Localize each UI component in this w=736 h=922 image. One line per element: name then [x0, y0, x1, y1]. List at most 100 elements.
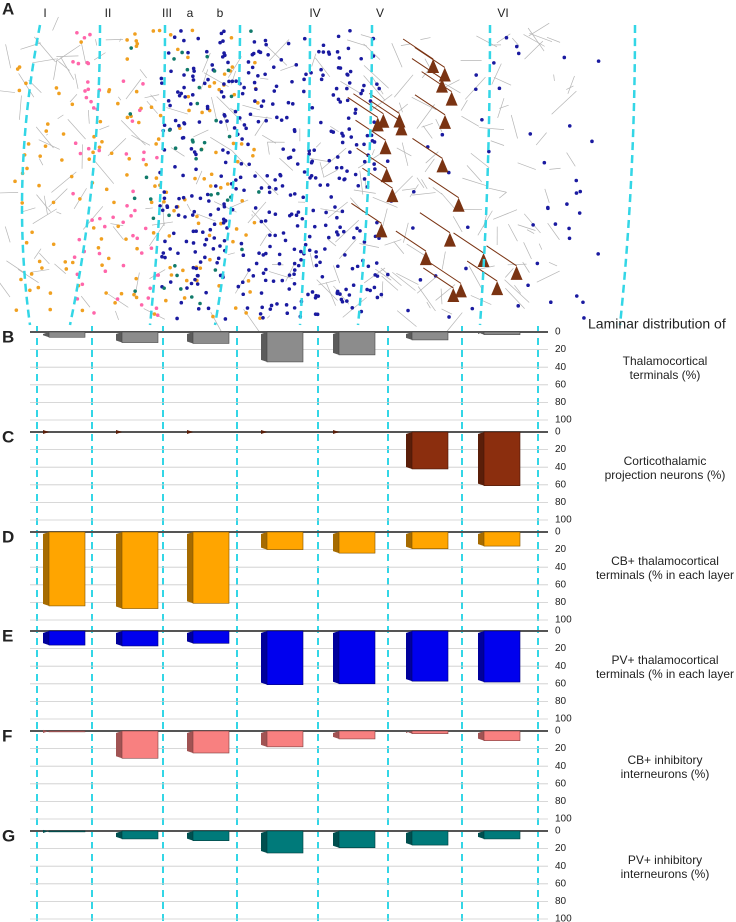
cell-dot	[189, 295, 194, 299]
cell-dot	[24, 240, 29, 245]
cell-dot	[365, 133, 370, 138]
cell-dot	[184, 278, 189, 283]
bar-side	[478, 631, 484, 683]
cell-dot	[447, 315, 451, 319]
fiber	[48, 188, 68, 208]
cell-dot	[192, 69, 196, 73]
cell-dot	[314, 250, 318, 254]
fiber	[309, 252, 314, 268]
fiber	[120, 120, 146, 146]
y-tick-label: 100	[555, 515, 572, 526]
cell-dot	[309, 173, 314, 178]
cell-dot	[344, 287, 348, 292]
cell-dot	[151, 29, 156, 33]
cell-dot	[212, 69, 217, 73]
cell-dot	[124, 237, 128, 241]
y-tick-label: 60	[555, 878, 567, 889]
cell-dot	[149, 200, 154, 205]
y-tick-label: 100	[555, 615, 572, 626]
fiber	[57, 114, 64, 120]
bar	[483, 630, 521, 683]
cell-dot	[164, 298, 168, 303]
fiber	[0, 192, 19, 194]
cell-dot	[304, 72, 308, 77]
bar	[266, 630, 304, 685]
fiber	[353, 189, 376, 194]
cell-dot	[542, 160, 547, 165]
cell-dot	[283, 238, 288, 243]
cell-dot	[30, 230, 34, 235]
fiber	[444, 312, 463, 335]
bar-side	[478, 332, 484, 335]
cell-dot	[254, 87, 258, 91]
cell-dot	[263, 278, 268, 283]
cell-dot	[225, 182, 230, 186]
cell-dot	[287, 287, 292, 291]
fiber	[32, 208, 57, 225]
cell-dot	[292, 261, 297, 266]
cell-dot	[234, 227, 239, 231]
cell-dot	[88, 32, 92, 37]
y-tick-label: 60	[555, 579, 567, 590]
neuron	[380, 168, 393, 183]
bar-side	[406, 432, 412, 469]
fiber	[523, 242, 532, 260]
panel-title: interneurons (%)	[621, 767, 710, 781]
cell-dot	[418, 278, 423, 282]
cell-dot	[280, 278, 285, 283]
heading: Laminar distribution of	[588, 316, 726, 332]
fiber	[499, 104, 509, 109]
cell-dot	[196, 307, 201, 311]
fiber	[166, 107, 188, 115]
cell-dot	[214, 118, 218, 123]
cell-dot	[134, 39, 139, 43]
panel-label: A	[2, 0, 14, 18]
fiber	[80, 41, 87, 65]
bar-side	[187, 631, 193, 644]
cell-dot	[51, 200, 56, 205]
dendrite	[428, 177, 459, 199]
fiber	[426, 301, 431, 309]
fiber	[382, 208, 388, 227]
y-tick-label: 80	[555, 397, 567, 408]
cell-dot	[335, 50, 340, 54]
bar	[411, 630, 449, 682]
fiber	[327, 239, 337, 247]
cell-dot	[267, 185, 272, 190]
cell-dot	[352, 235, 356, 240]
bar	[483, 730, 521, 741]
cell-dot	[26, 142, 31, 146]
cell-dot	[553, 222, 558, 226]
cell-dot	[134, 44, 139, 49]
layer-boundary	[20, 24, 42, 326]
neuron	[375, 223, 388, 238]
cell-dot	[168, 265, 172, 270]
cell-dot	[342, 177, 346, 182]
cell-dot	[480, 117, 484, 122]
fiber	[359, 170, 364, 195]
cell-dot	[158, 204, 162, 208]
fiber	[479, 265, 495, 270]
cell-dot	[292, 128, 297, 132]
cell-dot	[295, 162, 300, 166]
panel-title: PV+ inhibitory	[628, 853, 702, 867]
cell-dot	[291, 148, 296, 152]
cell-dot	[208, 212, 213, 217]
cell-dot	[257, 251, 261, 255]
cell-dot	[195, 273, 200, 278]
fiber	[421, 179, 428, 190]
cell-dot	[299, 258, 303, 262]
cell-dot	[182, 73, 186, 77]
cell-dot	[289, 212, 294, 217]
cell-dot	[316, 294, 321, 298]
fiber	[394, 74, 414, 98]
cell-dot	[329, 129, 334, 134]
cell-dot	[288, 193, 293, 197]
cell-dot	[234, 178, 238, 182]
cell-dot	[89, 99, 93, 104]
cell-dot	[204, 290, 208, 295]
cell-dot	[375, 220, 379, 225]
cell-dot	[321, 50, 326, 54]
fiber	[488, 187, 507, 193]
bar-side	[116, 532, 122, 609]
